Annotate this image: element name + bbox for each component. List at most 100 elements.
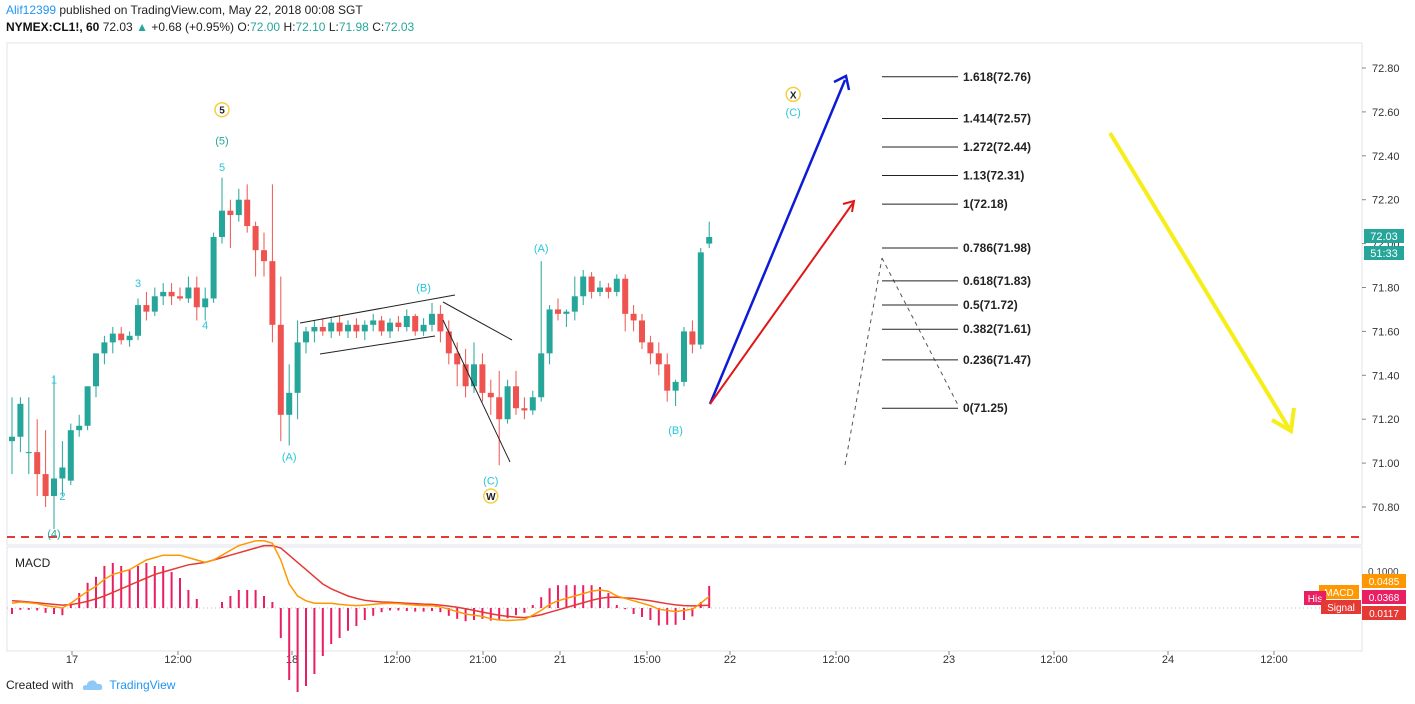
price-axis[interactable]: 72.8072.6072.4072.2072.0071.8071.6071.40…: [1362, 63, 1400, 514]
countdown-badge-text: 51:33: [1370, 248, 1398, 260]
projection-down-dashed[interactable]: [881, 257, 959, 406]
countdown-badge: [1364, 246, 1404, 260]
macd-title: MACD: [15, 556, 51, 570]
red-arrow[interactable]: [709, 202, 854, 405]
candle-body: [336, 322, 343, 332]
wedge-bottom-line[interactable]: [442, 319, 511, 463]
candle-body: [454, 353, 461, 365]
wave-label: 1: [51, 375, 57, 387]
channel-bottom-line[interactable]: [319, 335, 436, 355]
candle-body: [9, 436, 15, 442]
candle-body: [655, 353, 662, 365]
candle-body: [370, 320, 377, 325]
last-price-badge: [1364, 229, 1404, 243]
close-value: 72.03: [384, 20, 415, 34]
candle-body: [303, 331, 309, 343]
tradingview-link[interactable]: TradingView: [109, 678, 176, 692]
price-tick-label: 72.80: [1372, 63, 1400, 75]
channel-top-line[interactable]: [299, 294, 456, 324]
price-pane[interactable]: [6, 42, 1363, 546]
macd-group: [11, 540, 711, 692]
candle-body: [504, 386, 511, 420]
signal-legend-text: Signal: [1327, 603, 1355, 614]
candle-body: [521, 408, 528, 411]
wave-label: (A): [282, 452, 297, 464]
fib-level-label: 0.786(71.98): [963, 241, 1031, 255]
candle-body: [277, 324, 284, 415]
candle-body: [479, 364, 486, 393]
candle-body: [252, 226, 259, 251]
candle-body: [185, 287, 192, 299]
signal-line: [11, 544, 710, 619]
candle-body: [76, 425, 83, 431]
time-tick-label: 23: [943, 654, 955, 666]
created-with-text: Created with: [6, 678, 74, 692]
candle-body: [345, 324, 351, 332]
candle-body: [51, 478, 57, 497]
blue-arrow-head-icon: [833, 74, 851, 91]
candle-body: [109, 333, 116, 343]
time-tick-label: 22: [724, 654, 736, 666]
price-change: +0.68 (+0.95%): [151, 20, 235, 34]
macd-value-text: 0.0485: [1369, 577, 1400, 588]
high-label: H:: [283, 20, 296, 34]
wave-label: W: [486, 492, 496, 503]
price-tick-label: 72.60: [1372, 107, 1400, 119]
signal-value-text: 0.0117: [1369, 609, 1399, 620]
blue-arrow[interactable]: [708, 79, 847, 405]
author-link[interactable]: Alif12399: [6, 3, 57, 17]
fib-level-label: 0.618(71.83): [963, 274, 1031, 288]
price-tick-label: 72.40: [1372, 151, 1400, 163]
price-tick-label: 72.20: [1372, 195, 1400, 207]
candle-body: [118, 333, 125, 341]
wave-label: (B): [416, 283, 431, 295]
fibonacci-levels[interactable]: 1.618(72.76) 1.414(72.57) 1.272(72.44) 1.13…: [882, 70, 1031, 415]
hist-value-text: 0.0368: [1369, 593, 1400, 604]
fib-level-label: 0.382(71.61): [963, 322, 1031, 336]
open-value: 72.00: [250, 20, 281, 34]
candle-body: [563, 311, 570, 314]
fib-level-label: 1.414(72.57): [963, 111, 1031, 125]
candle-body: [378, 320, 385, 332]
wedge-top-line[interactable]: [442, 301, 513, 341]
last-price: 72.03: [102, 20, 133, 34]
fib-level-label: 0.5(71.72): [963, 298, 1018, 312]
candle-body: [555, 309, 561, 314]
last-price-marker: 72.03 51:33: [1364, 229, 1404, 260]
candle-body: [261, 250, 267, 262]
yellow-arrow[interactable]: [1108, 131, 1292, 432]
fib-level-label: 1.13(72.31): [963, 169, 1024, 183]
price-tick-label: 71.00: [1372, 458, 1400, 470]
candle-body: [437, 313, 444, 332]
candle-body: [311, 327, 318, 332]
arrows[interactable]: [708, 74, 1296, 435]
candle-body: [513, 386, 519, 409]
candle-body: [219, 210, 225, 238]
candle-body: [244, 199, 251, 227]
projection-up-dashed[interactable]: [844, 257, 883, 466]
candle-body: [529, 397, 536, 411]
time-tick-label: 12:00: [383, 654, 411, 666]
candle-body: [706, 237, 713, 244]
candle-body: [193, 287, 200, 308]
candle-body: [630, 313, 637, 321]
symbol-label[interactable]: NYMEX:CL1!, 60: [6, 20, 100, 34]
macd-pane[interactable]: [6, 546, 1363, 652]
wave-label: 5: [219, 106, 225, 117]
price-tick-label: 71.40: [1372, 370, 1400, 382]
wave-labels: (4) 1 2 3 4 5 (5) 5 (A) (B) (C) W (A) (B) X (C): [47, 86, 801, 540]
drawings[interactable]: [299, 257, 959, 466]
candle-body: [319, 327, 326, 332]
candle-body: [496, 397, 503, 420]
candle-body: [17, 403, 24, 437]
red-arrow-head-icon: [842, 199, 856, 213]
wave-label: (B): [668, 425, 683, 437]
tradingview-cloud-icon: [83, 680, 103, 690]
wave-label: 2: [59, 491, 65, 503]
time-axis[interactable]: 17 12:00 18 12:00 21:00 21 15:00 22 12:00 23 12:00…: [66, 651, 1288, 666]
time-tick-label: 12:00: [164, 654, 192, 666]
time-tick-label: 18: [286, 654, 298, 666]
candle-body: [135, 305, 141, 336]
macd-legend-text: MACD: [1324, 588, 1353, 599]
